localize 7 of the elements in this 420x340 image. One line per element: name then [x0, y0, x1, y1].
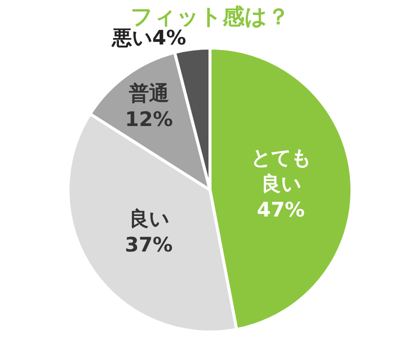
- chart-title: フィット感は？: [130, 4, 290, 30]
- slice-label: 良い: [128, 206, 169, 231]
- data-label: 12%: [125, 107, 173, 132]
- slice-label: 普通: [128, 81, 169, 106]
- data-label: 37%: [124, 232, 173, 257]
- slice-label: とても良い: [250, 145, 311, 196]
- data-label: 47%: [256, 197, 305, 222]
